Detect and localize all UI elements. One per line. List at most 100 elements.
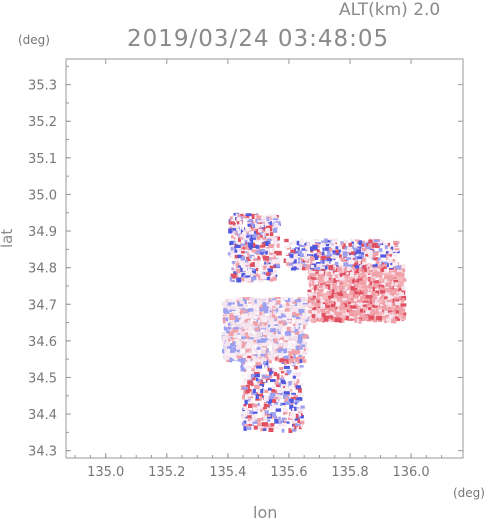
heatmap-cell: [227, 252, 231, 256]
heatmap-cell: [330, 278, 334, 283]
heatmap-cell: [266, 276, 273, 281]
heatmap-cell: [246, 392, 251, 396]
heatmap-cell: [343, 277, 348, 281]
heatmap-cell: [296, 240, 300, 246]
heatmap-cell: [226, 357, 231, 362]
heatmap-cell: [269, 306, 275, 309]
heatmap-cell: [293, 395, 298, 398]
heatmap-cell: [364, 242, 367, 247]
heatmap-cell: [280, 379, 285, 384]
heatmap-cell: [387, 278, 390, 281]
heatmap-cell: [324, 293, 330, 296]
heatmap-cell: [246, 425, 249, 430]
heatmap-cell: [331, 289, 335, 294]
heatmap-cell: [259, 311, 262, 316]
heatmap-cell: [364, 264, 371, 267]
heatmap-cell: [395, 301, 402, 306]
heatmap-cell: [335, 246, 339, 250]
heatmap-cell: [271, 247, 275, 252]
heatmap-cell: [353, 291, 360, 295]
heatmap-cell: [258, 257, 262, 261]
heatmap-cell: [247, 308, 254, 313]
heatmap-cell: [362, 305, 367, 311]
heatmap-cell: [310, 259, 313, 265]
heatmap-cell: [240, 309, 245, 314]
heatmap-cell: [242, 381, 246, 385]
heatmap-cell: [327, 294, 334, 299]
heatmap-cell: [293, 383, 298, 388]
heatmap-cell: [264, 261, 267, 265]
heatmap-cell: [274, 415, 277, 421]
heatmap-cell: [256, 364, 263, 369]
heatmap-cell: [328, 248, 333, 252]
heatmap-cell: [261, 347, 266, 350]
heatmap-cell: [263, 334, 267, 337]
heatmap-cell: [396, 316, 400, 321]
heatmap-cell: [369, 312, 376, 316]
heatmap-cell: [239, 340, 244, 345]
heatmap-cell: [376, 277, 382, 280]
heatmap-cell: [341, 242, 344, 247]
heatmap-cell: [224, 331, 230, 337]
heatmap-cell: [234, 319, 240, 323]
heatmap-cell: [294, 400, 300, 403]
heatmap-cell: [307, 264, 311, 270]
heatmap-cell: [282, 422, 287, 427]
heatmap-cell: [222, 353, 226, 357]
heatmap-cell: [384, 275, 390, 280]
heatmap-cell: [375, 263, 378, 267]
heatmap-cell: [269, 232, 274, 237]
heatmap-cell: [283, 373, 289, 376]
heatmap-cell: [248, 403, 253, 408]
heatmap-cell: [257, 220, 263, 223]
heatmap-cell: [268, 318, 275, 323]
heatmap-cell: [285, 331, 292, 336]
heatmap-cell: [283, 258, 289, 261]
heatmap-cell: [252, 419, 259, 424]
heatmap-cell: [276, 343, 282, 346]
heatmap-cell: [248, 382, 254, 387]
heatmap-cell: [260, 250, 264, 255]
heatmap-cell: [302, 266, 307, 271]
y-tick-label: 35.1: [28, 152, 57, 167]
heatmap-cell: [259, 396, 262, 401]
heatmap-cell: [269, 313, 275, 318]
heatmap-cell: [237, 301, 243, 307]
heatmap-cell: [332, 286, 338, 291]
heatmap-cell: [340, 300, 344, 305]
heatmap-cell: [291, 384, 295, 389]
heatmap-cell: [259, 380, 265, 385]
heatmap-cell: [260, 249, 266, 253]
heatmap-cell: [253, 425, 258, 430]
heatmap-cell: [267, 367, 270, 372]
heatmap-cell: [400, 303, 407, 307]
heatmap-cell: [363, 276, 368, 280]
heatmap-cell: [248, 419, 252, 422]
heatmap-cell: [321, 311, 327, 315]
heatmap-cell: [273, 338, 278, 343]
heatmap-cell: [380, 254, 387, 258]
heatmap-cell: [243, 353, 250, 357]
heatmap-cell: [376, 273, 382, 278]
heatmap-cell: [299, 304, 303, 309]
heatmap-cell: [327, 288, 331, 293]
heatmap-cell: [221, 332, 225, 336]
heatmap-cell: [260, 412, 267, 417]
heatmap-cell: [274, 336, 279, 339]
heatmap-cell: [381, 297, 386, 300]
heatmap-cell: [395, 310, 399, 314]
heatmap-cell: [269, 392, 276, 397]
heatmap-cell: [231, 219, 234, 223]
heatmap-cell: [265, 414, 268, 418]
heatmap-cell: [229, 241, 234, 246]
heatmap-cell: [382, 264, 387, 267]
heatmap-cell: [234, 355, 240, 359]
heatmap-cell: [281, 417, 286, 421]
heatmap-cell: [246, 415, 252, 419]
heatmap-cell: [237, 309, 240, 312]
heatmap-cell: [366, 241, 371, 245]
heatmap-cell: [243, 229, 246, 233]
heatmap-cell: [258, 298, 264, 303]
heatmap-cell: [348, 306, 352, 311]
heatmap-cell: [244, 364, 248, 369]
